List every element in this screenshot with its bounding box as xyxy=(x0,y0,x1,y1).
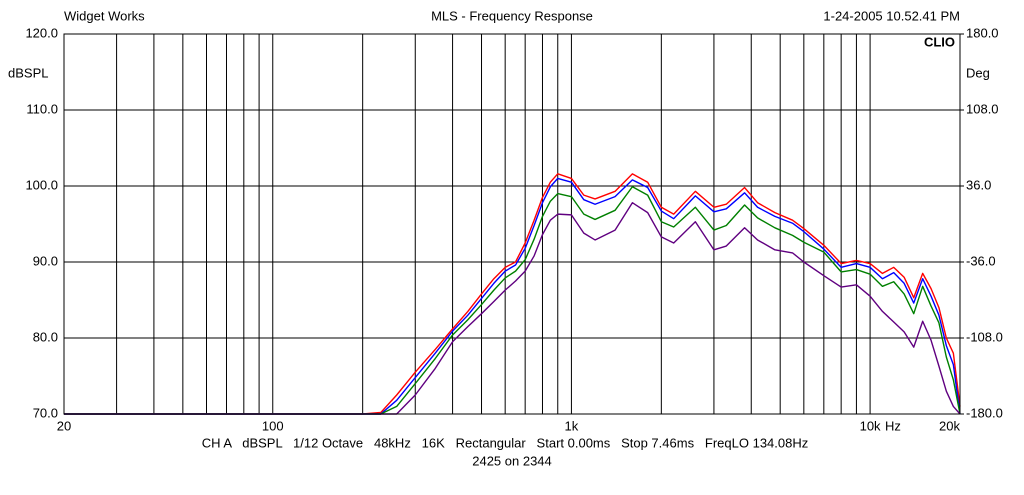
y-tick-label: 90.0 xyxy=(33,253,58,268)
y2-axis-label: Deg xyxy=(966,65,990,80)
y-axis-label: dBSPL xyxy=(8,65,48,80)
response-curve xyxy=(64,177,961,415)
plot-frame xyxy=(63,33,961,415)
y2-tick-label: -108.0 xyxy=(966,329,1003,344)
x-tick-label: 100 xyxy=(262,418,284,433)
y2-tick-label: 180.0 xyxy=(966,25,999,40)
footer: CH A dBSPL 1/12 Octave 48kHz 16K Rectang… xyxy=(202,435,809,450)
curves xyxy=(64,173,961,415)
y-tick-label: 100.0 xyxy=(25,177,58,192)
y2-tick-label: 36.0 xyxy=(966,177,991,192)
header-right: 1-24-2005 10.52.41 PM xyxy=(823,8,960,23)
x-unit-label: Hz xyxy=(885,418,901,433)
x-tick-label: 20k xyxy=(939,418,960,433)
grid xyxy=(63,33,964,415)
response-curve xyxy=(64,186,961,415)
y-tick-label: 80.0 xyxy=(33,329,58,344)
response-curve xyxy=(64,202,961,415)
chart-title: MLS - Frequency Response xyxy=(431,8,593,23)
y-tick-label: 110.0 xyxy=(26,101,58,116)
footer-2: 2425 on 2344 xyxy=(472,453,552,468)
y2-tick-label: -36.0 xyxy=(966,253,996,268)
y-tick-label: 120.0 xyxy=(25,25,58,40)
x-tick-label: 10k xyxy=(860,418,881,433)
x-tick-label: 20 xyxy=(57,418,71,433)
y2-tick-label: -180.0 xyxy=(966,405,1003,420)
x-tick-label: 1k xyxy=(565,418,579,433)
y2-tick-label: 108.0 xyxy=(966,101,999,116)
header-left: Widget Works xyxy=(64,8,145,23)
y-tick-label: 70.0 xyxy=(33,405,58,420)
brand: CLIO xyxy=(924,34,955,49)
response-curve xyxy=(64,173,961,415)
